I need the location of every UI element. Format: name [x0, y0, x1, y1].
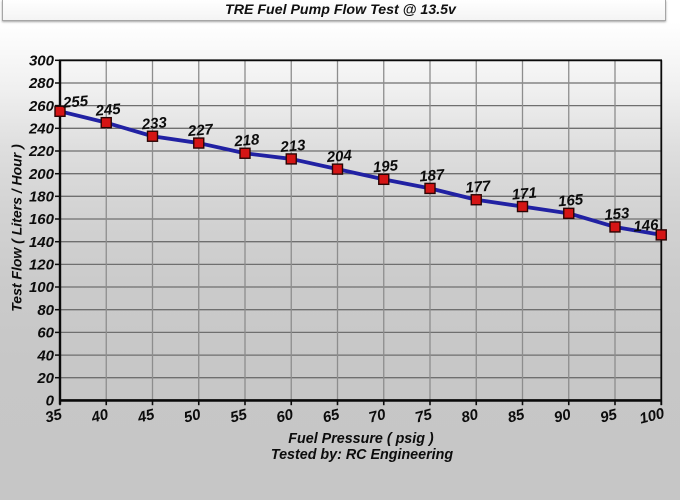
svg-text:140: 140 — [29, 234, 55, 251]
svg-text:220: 220 — [28, 143, 55, 160]
svg-text:200: 200 — [28, 166, 55, 183]
svg-text:Fuel Pressure ( psig ): Fuel Pressure ( psig ) — [288, 431, 434, 447]
svg-text:233: 233 — [140, 114, 168, 133]
svg-text:171: 171 — [511, 184, 537, 203]
svg-text:187: 187 — [419, 166, 446, 185]
svg-text:80: 80 — [460, 406, 481, 427]
svg-text:100: 100 — [638, 405, 667, 428]
svg-text:180: 180 — [29, 189, 55, 206]
svg-text:75: 75 — [413, 406, 434, 427]
svg-text:100: 100 — [29, 279, 55, 296]
svg-text:60: 60 — [37, 325, 54, 342]
svg-text:195: 195 — [372, 157, 399, 176]
svg-text:165: 165 — [557, 191, 584, 210]
svg-text:95: 95 — [598, 406, 619, 427]
svg-text:80: 80 — [37, 302, 54, 319]
svg-text:40: 40 — [89, 406, 111, 427]
svg-text:245: 245 — [94, 101, 122, 120]
svg-text:55: 55 — [228, 406, 249, 427]
svg-text:160: 160 — [29, 211, 55, 228]
svg-text:177: 177 — [465, 178, 492, 197]
svg-text:0: 0 — [46, 393, 55, 410]
svg-text:120: 120 — [29, 257, 55, 274]
svg-text:218: 218 — [233, 131, 261, 150]
svg-text:280: 280 — [28, 75, 55, 92]
svg-text:255: 255 — [61, 93, 89, 112]
svg-text:204: 204 — [325, 147, 353, 166]
svg-text:260: 260 — [28, 98, 55, 115]
svg-text:50: 50 — [182, 406, 203, 427]
svg-text:70: 70 — [367, 406, 388, 427]
svg-text:40: 40 — [36, 347, 54, 364]
svg-text:85: 85 — [506, 406, 527, 427]
svg-text:20: 20 — [36, 370, 54, 387]
svg-text:90: 90 — [552, 406, 573, 427]
svg-text:Tested by: RC Engineering: Tested by: RC Engineering — [271, 447, 453, 463]
svg-text:65: 65 — [321, 406, 342, 427]
svg-text:227: 227 — [186, 121, 214, 140]
svg-text:35: 35 — [43, 406, 64, 427]
svg-text:60: 60 — [275, 406, 296, 427]
svg-text:Test Flow ( Liters / Hour ): Test Flow ( Liters / Hour ) — [9, 144, 25, 312]
svg-text:45: 45 — [135, 406, 157, 427]
svg-text:240: 240 — [28, 121, 55, 138]
svg-text:146: 146 — [633, 216, 660, 235]
svg-text:300: 300 — [29, 53, 55, 70]
svg-text:153: 153 — [604, 205, 631, 224]
svg-text:213: 213 — [279, 137, 307, 156]
